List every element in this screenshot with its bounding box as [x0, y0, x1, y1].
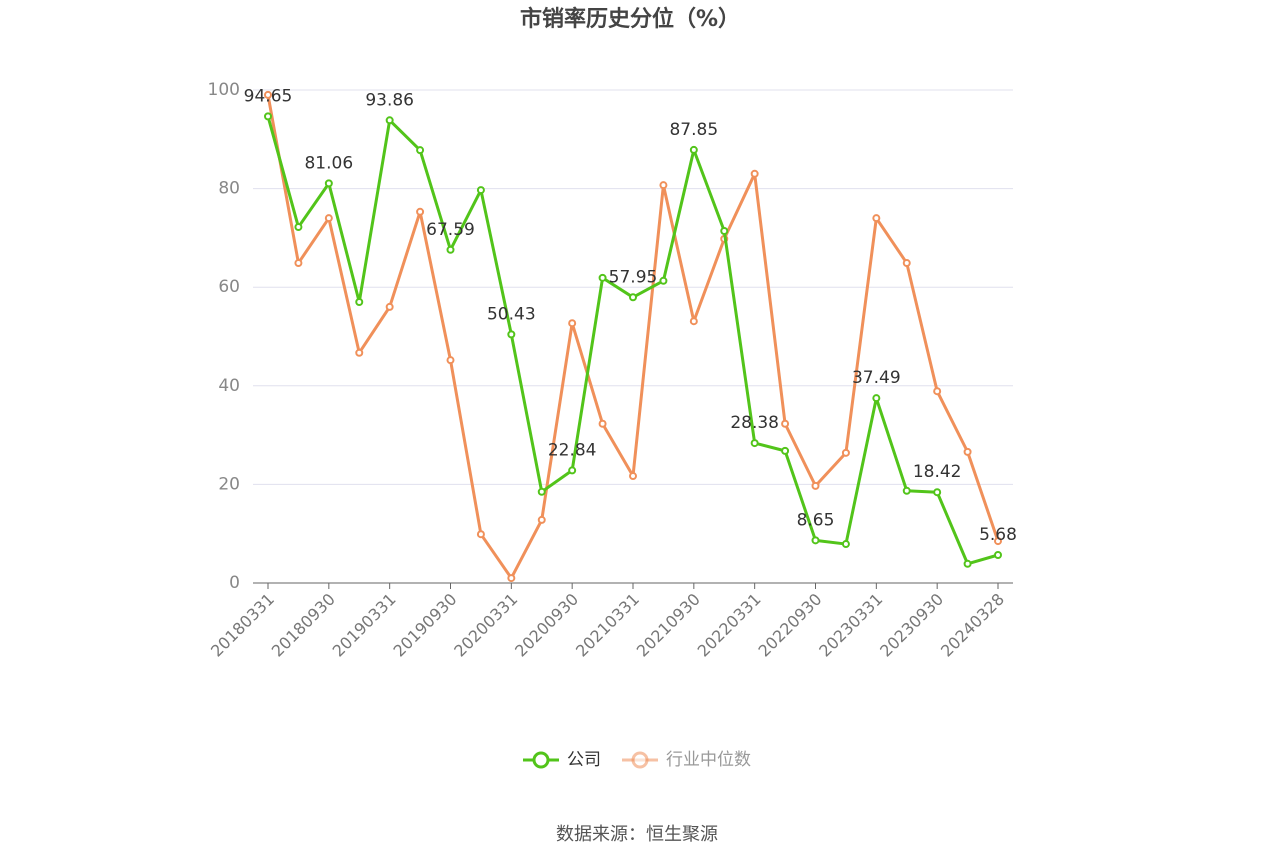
legend-marker [631, 751, 649, 769]
chart-title: 市销率历史分位（%） [520, 6, 740, 32]
point [781, 419, 790, 428]
point [902, 259, 911, 268]
y-tick-label: 20 [218, 474, 240, 494]
data-label: 57.95 [609, 267, 658, 287]
point [689, 317, 698, 326]
data-label: 28.38 [730, 413, 779, 433]
point [264, 112, 272, 121]
point [659, 276, 668, 285]
point [355, 297, 364, 306]
point [811, 481, 820, 490]
point [629, 293, 637, 302]
point [355, 348, 364, 357]
data-label: 50.43 [487, 304, 536, 324]
point [872, 214, 881, 223]
source: 数据来源：恒生聚源 [556, 824, 718, 845]
y-tick-label: 60 [218, 277, 240, 297]
point [385, 116, 394, 125]
point [324, 179, 333, 188]
point [507, 330, 516, 339]
point [294, 223, 303, 232]
series-line [266, 115, 999, 566]
data-label: 87.85 [669, 120, 718, 140]
data-label: 8.65 [797, 510, 835, 530]
point [841, 448, 850, 457]
point [416, 207, 425, 216]
point [294, 259, 303, 268]
point [598, 419, 607, 428]
y-tick-label: 80 [218, 179, 240, 199]
legend-marker [532, 751, 550, 769]
series-line [266, 94, 1000, 580]
data-label: 94.65 [244, 86, 293, 106]
data-label: 18.42 [913, 462, 962, 482]
x-tick-label: 20240328 [937, 590, 1008, 661]
point [994, 537, 1002, 546]
y-tick-label: 40 [218, 376, 240, 396]
point [659, 181, 668, 190]
x-tick-label: 20230331 [815, 590, 886, 661]
data-label: 81.06 [304, 153, 353, 173]
x-tick-label: 20200331 [450, 590, 521, 661]
point [324, 214, 333, 223]
data-label: 37.49 [852, 368, 901, 388]
point [933, 488, 942, 497]
x-tick-label: 20230930 [876, 590, 947, 661]
legend-label: 行业中位数 [666, 750, 751, 770]
point [568, 319, 577, 328]
point [446, 245, 455, 254]
point [994, 550, 1002, 559]
point [750, 439, 759, 448]
x-tick-label: 20180930 [268, 590, 339, 661]
data-label: 22.84 [548, 440, 597, 460]
point [781, 446, 790, 455]
point [416, 146, 425, 155]
point [598, 273, 607, 282]
point [872, 394, 881, 403]
x-tick-label: 20210930 [633, 590, 704, 661]
point [629, 472, 637, 481]
point [811, 536, 820, 545]
point [537, 487, 546, 496]
point [902, 486, 911, 495]
point [963, 559, 972, 568]
point [264, 90, 272, 99]
point [385, 302, 394, 311]
x-tick-label: 20210331 [572, 590, 643, 661]
point [476, 530, 485, 539]
point [476, 186, 485, 195]
data-label: 5.68 [979, 525, 1017, 545]
data-label: 67.59 [426, 220, 475, 240]
x-tick-label: 20190930 [389, 590, 460, 661]
point [750, 169, 759, 178]
data-label: 93.86 [365, 90, 414, 110]
point [720, 226, 729, 235]
point [933, 387, 942, 396]
x-tick-label: 20220930 [754, 590, 825, 661]
x-tick-label: 20180331 [207, 590, 278, 661]
point [568, 466, 577, 475]
point [446, 356, 455, 365]
point [537, 515, 546, 524]
point [963, 447, 972, 456]
point [507, 574, 516, 583]
y-tick-label: 100 [208, 80, 240, 100]
legend-label: 公司 [567, 750, 601, 770]
point [689, 145, 698, 154]
point [841, 540, 850, 549]
y-tick-label: 0 [229, 573, 240, 593]
x-tick-label: 20220331 [694, 590, 765, 661]
x-tick-label: 20200930 [511, 590, 582, 661]
x-tick-label: 20190331 [329, 590, 400, 661]
